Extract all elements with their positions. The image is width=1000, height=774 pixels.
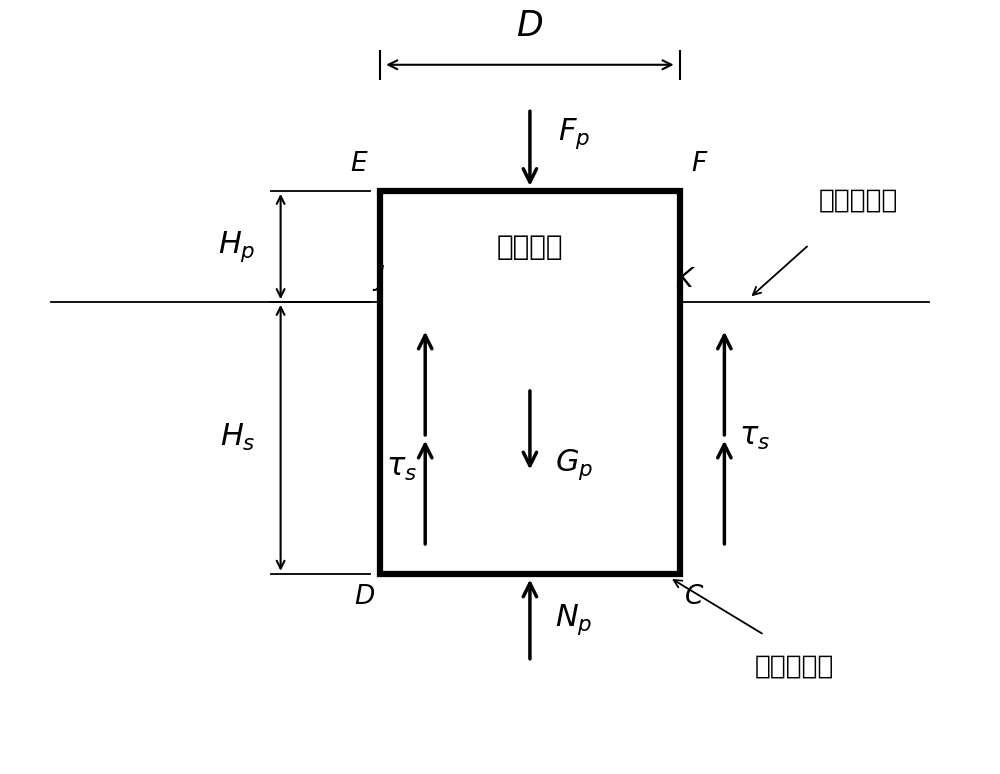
Text: $C$: $C$ bbox=[684, 584, 705, 610]
Text: $H_p$: $H_p$ bbox=[218, 229, 256, 264]
Text: $F$: $F$ bbox=[691, 151, 709, 177]
Text: $\tau_s$: $\tau_s$ bbox=[739, 423, 770, 452]
Text: $K$: $K$ bbox=[675, 267, 696, 293]
Text: 覆盖层表面: 覆盖层表面 bbox=[819, 188, 898, 214]
Text: $D$: $D$ bbox=[516, 9, 543, 43]
Bar bbox=[380, 191, 680, 574]
Text: $G_p$: $G_p$ bbox=[555, 447, 593, 482]
Text: $D$: $D$ bbox=[354, 584, 375, 610]
Text: $E$: $E$ bbox=[350, 151, 368, 177]
Text: 桦岩分界面: 桦岩分界面 bbox=[754, 654, 834, 680]
Text: $F_p$: $F_p$ bbox=[558, 116, 590, 151]
Text: 混凝土桩: 混凝土桩 bbox=[497, 232, 563, 261]
Text: $\tau_s$: $\tau_s$ bbox=[386, 454, 417, 483]
Text: $J$: $J$ bbox=[372, 263, 385, 293]
Text: $H_s$: $H_s$ bbox=[220, 423, 256, 454]
Text: $N_p$: $N_p$ bbox=[555, 602, 592, 637]
